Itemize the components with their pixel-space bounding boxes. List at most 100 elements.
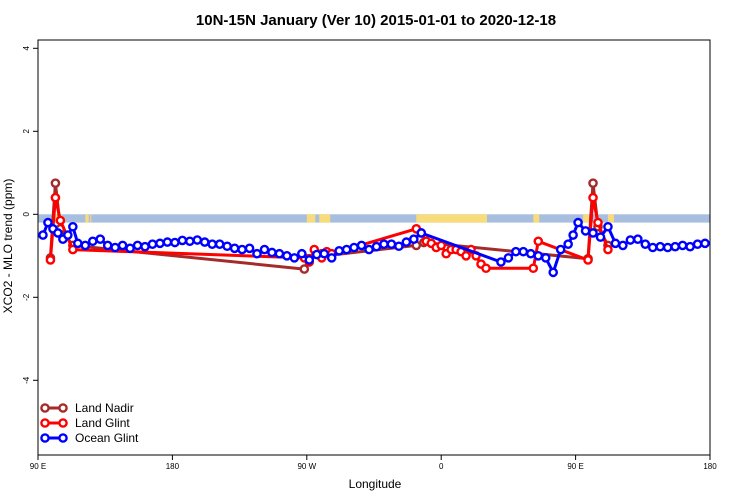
y-axis-label: XCO2 - MLO trend (ppm) [1,179,15,314]
data-point [580,226,591,236]
legend-item: Land Glint [40,416,130,430]
data-point [511,246,521,257]
data-point [50,178,61,188]
data-point [670,241,680,252]
data-point [170,237,180,248]
data-point [229,243,240,254]
data-point [573,217,583,228]
data-point [533,250,544,261]
legend-marker [58,433,68,443]
data-point [610,238,621,249]
y-tick-label: -4 [22,376,31,384]
data-point [503,253,514,263]
y-axis: 4 2 0 -2 -4 [22,46,38,384]
data-point [528,263,539,274]
data-point [692,239,703,249]
data-point [177,235,188,246]
land-segment [306,214,316,223]
data-point [110,242,120,253]
legend-label: Ocean Glint [75,431,139,445]
data-point [299,264,310,274]
data-point [677,240,688,251]
data-point [53,228,63,238]
data-point [349,242,359,253]
data-point [647,242,658,253]
x-tick-label: 0 [439,462,444,471]
data-point [662,242,673,253]
data-point [237,244,247,255]
x-tick-label: 90 W [297,462,316,471]
legend-marker [40,418,50,428]
y-tick-label: 2 [22,129,31,134]
data-point [274,248,285,259]
plot-frame [37,39,711,456]
data-point [588,192,598,203]
data-point [416,228,427,238]
land-segment [607,214,614,223]
data-point [326,253,337,263]
land-segment [416,214,487,223]
data-point [87,236,98,247]
data-point [633,234,643,244]
data-point [45,255,56,265]
land-segment [583,214,590,223]
data-point [68,221,78,232]
x-axis-label: Longitude [349,477,402,491]
data-point [297,248,307,259]
data-point [222,241,232,252]
land-ocean-band [38,214,710,223]
legend-marker [58,403,68,413]
x-tick-label: 90 E [567,462,583,471]
data-point [334,246,344,256]
series-layer [38,178,710,278]
y-tick-label: 4 [22,46,31,51]
data-point [244,243,255,254]
data-point [68,244,78,255]
data-point [588,228,598,238]
data-point [371,241,382,252]
land-segment [319,214,331,223]
data-point [311,249,322,260]
data-point [80,240,91,251]
data-point [379,239,389,249]
x-axis: 90 E 180 90 W 0 90 E 180 [30,455,717,471]
data-point [563,239,573,249]
x-tick-label: 180 [166,462,180,471]
data-point [214,239,225,249]
land-segment [90,214,92,223]
data-point [518,246,529,257]
data-point [356,240,367,251]
data-point [282,250,292,261]
legend-marker [40,433,50,443]
data-point [55,215,66,226]
legend-label: Land Nadir [75,401,134,415]
data-point [102,240,113,251]
data-point [259,244,270,255]
data-point [540,253,551,263]
data-point [341,244,352,255]
data-point [496,257,506,267]
data-point [625,235,636,245]
data-point [95,234,106,244]
data-point [267,247,277,258]
data-point [700,238,710,249]
data-point [603,221,613,232]
data-point [436,240,447,251]
y-tick-label: -2 [22,293,31,301]
legend-marker [40,403,50,413]
data-point [533,236,544,247]
series-ocean-glint [38,217,710,278]
data-point [192,235,203,245]
data-point [588,178,598,188]
data-point [548,267,559,278]
data-point [595,232,606,242]
data-point [207,239,218,249]
y-tick-label: 0 [22,212,31,217]
data-point [289,253,300,263]
legend-label: Land Glint [75,416,130,430]
data-point [63,230,73,240]
data-point [618,240,628,251]
data-point [185,236,195,247]
